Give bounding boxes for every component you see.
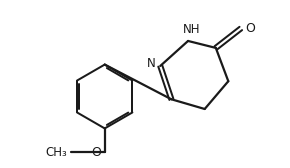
Text: NH: NH [183,23,200,36]
Text: O: O [92,145,102,159]
Text: CH₃: CH₃ [46,145,67,159]
Text: O: O [245,22,255,35]
Text: N: N [146,57,155,70]
